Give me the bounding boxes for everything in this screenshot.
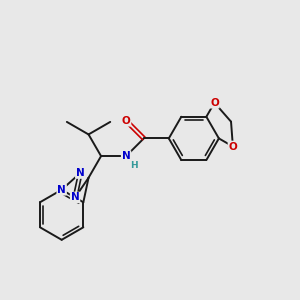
Text: N: N	[71, 193, 80, 202]
Text: H: H	[130, 161, 137, 170]
Text: O: O	[229, 142, 237, 152]
Text: O: O	[122, 116, 130, 126]
Text: N: N	[122, 151, 130, 161]
Text: N: N	[57, 185, 66, 195]
Text: O: O	[210, 98, 219, 108]
Text: N: N	[76, 168, 85, 178]
